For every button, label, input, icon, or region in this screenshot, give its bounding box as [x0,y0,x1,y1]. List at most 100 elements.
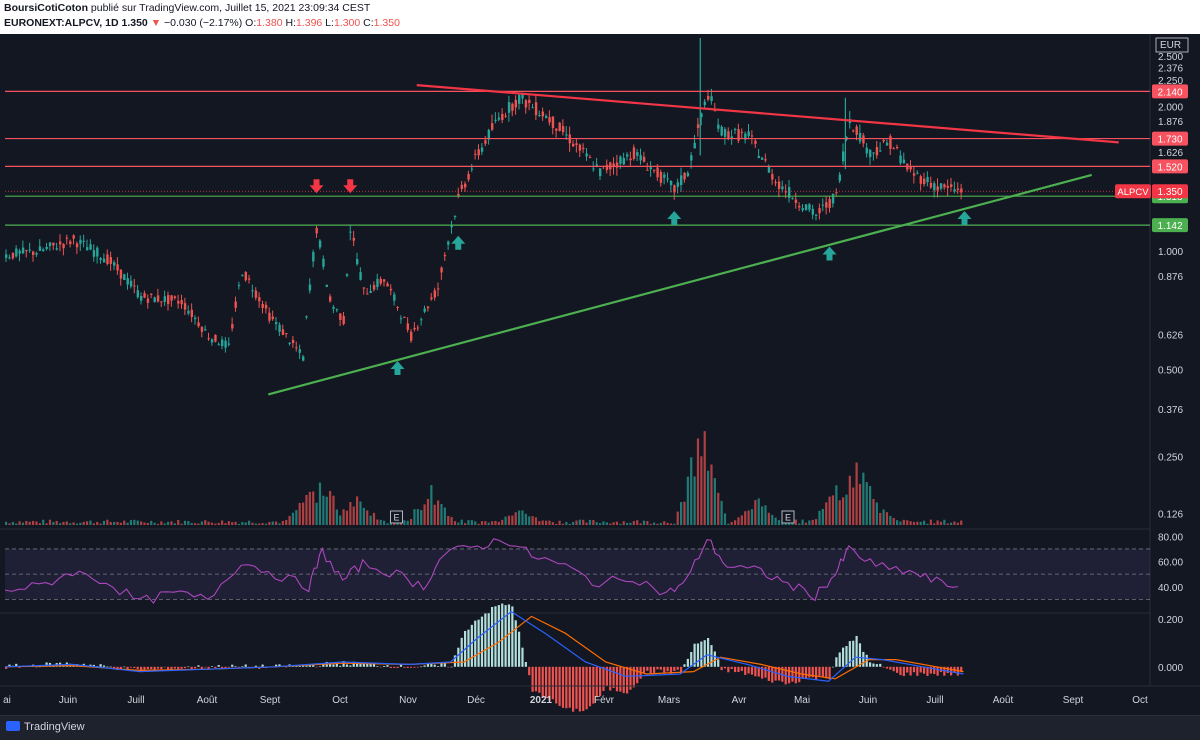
volume-bar [659,522,662,525]
currency-box [1155,37,1189,53]
candle-body [929,182,933,188]
tradingview-logo[interactable]: TradingView [6,721,85,733]
volume-bar [86,521,89,525]
volume-bar [183,520,187,525]
x-tick-label: Sept [260,695,281,706]
volume-bar [872,498,875,525]
candle-body [734,128,737,131]
volume-bar [788,522,791,525]
macd-histogram-bar [285,666,288,668]
candle-body [916,172,919,174]
macd-histogram-bar [734,666,737,673]
macd-histogram-bar [767,666,770,681]
volume-bar [896,520,899,525]
candle-body [737,129,740,141]
candle-body [52,242,55,246]
macd-histogram-bar [882,666,885,668]
macd-histogram-bar [642,666,646,673]
volume-bar [629,522,632,525]
candle-body [180,300,183,305]
macd-histogram-bar [568,666,571,708]
macd-histogram-bar [237,666,241,668]
volume-bar [315,502,318,525]
macd-histogram-bar [487,613,490,667]
macd-histogram-bar [831,666,835,668]
macd-histogram-bar [261,664,264,667]
candle-body [892,148,896,150]
macd-histogram-bar [811,666,814,678]
macd-histogram-bar [700,641,703,667]
macd-histogram-bar [615,666,619,692]
buy-arrow-icon [667,211,682,226]
candle-body [59,241,62,245]
volume-bar [656,523,659,525]
candle-body [831,193,835,204]
candle-body [636,152,639,156]
x-tick-label: Déc [467,695,485,706]
level-price-tag [1152,131,1188,146]
volume-bar [271,521,274,525]
candle-body [217,344,221,346]
candle-body [632,147,636,159]
macd-histogram-bar [582,666,585,712]
volume-bar [335,509,338,525]
macd-histogram-bar [342,661,345,667]
candle-body [575,143,578,145]
macd-histogram-bar [845,646,848,667]
y-tick-label: 0.250 [1158,453,1183,464]
candle-body [372,284,376,290]
volume-bar [143,522,146,525]
candle-body [443,255,447,257]
volume-bar [720,500,723,525]
macd-histogram-bar [369,663,372,667]
volume-bar [575,520,578,525]
candle-body [798,205,801,208]
volume-bar [858,483,862,525]
volume-bar [680,502,683,525]
macd-histogram-bar [636,666,639,684]
volume-bar [919,521,922,525]
volume-bar [507,515,511,525]
candle-body [595,164,599,167]
macd-histogram-bar [143,666,146,670]
volume-bar [136,520,139,525]
volume-bar [848,475,851,525]
candle-body [160,301,163,303]
buy-arrow-icon [451,235,466,250]
candle-body [123,274,126,280]
candle-body [42,249,45,251]
volume-bar [329,491,332,525]
candle-body [626,154,629,157]
macd-histogram-bar [352,661,355,667]
volume-bar [163,523,166,525]
candle-body [524,100,528,108]
volume-bar [690,457,693,525]
volume-bar [497,521,500,525]
macd-histogram-bar [835,657,838,667]
candle-body [214,334,217,342]
candle-body [744,133,747,140]
volume-bar [258,523,261,525]
volume-bar [447,515,450,525]
volume-bar [420,510,423,525]
volume-bar [383,520,386,525]
volume-bar [835,485,838,525]
buy-arrow-icon [957,211,972,226]
macd-histogram-bar [167,666,170,672]
volume-bar [899,521,902,525]
volume-bar [123,520,126,525]
volume-bar [875,502,878,525]
volume-bar [261,523,264,525]
volume-bar [251,522,254,525]
macd-histogram-bar [113,666,116,669]
macd-histogram-bar [896,666,899,673]
macd-histogram-bar [376,666,379,667]
volume-bar [194,523,197,525]
macd-histogram-bar [308,665,311,667]
candle-body [345,274,349,276]
macd-histogram-bar [909,666,912,676]
volume-bar [545,520,548,525]
volume-bar [342,509,345,525]
macd-histogram-bar [885,666,889,669]
